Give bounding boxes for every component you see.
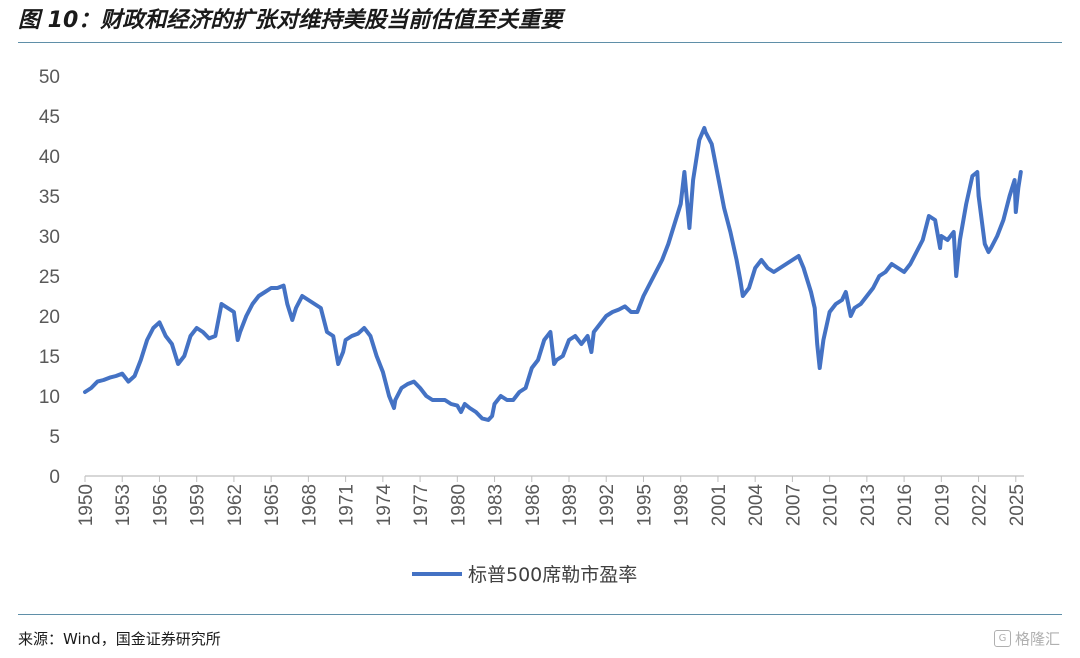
x-tick-label: 2019 <box>932 484 953 526</box>
x-tick-label: 2004 <box>746 484 767 527</box>
legend-label: 标普500席勒市盈率 <box>468 564 637 586</box>
y-tick-label: 20 <box>39 307 60 328</box>
watermark-icon: G <box>993 630 1011 647</box>
legend: 标普500席勒市盈率 <box>412 564 637 586</box>
watermark: G 格隆汇 <box>993 628 1060 649</box>
x-tick-label: 1953 <box>113 484 134 526</box>
x-tick-label: 2013 <box>858 484 879 526</box>
x-tick-label: 2016 <box>895 484 916 526</box>
x-tick-label: 1983 <box>486 484 507 526</box>
source-divider <box>18 614 1062 615</box>
x-tick-label: 2001 <box>709 484 730 526</box>
y-tick-label: 30 <box>39 227 60 248</box>
y-tick-label: 35 <box>39 187 60 208</box>
y-tick-label: 25 <box>39 267 60 288</box>
x-tick-label: 1971 <box>337 484 358 526</box>
x-tick-label: 1992 <box>597 484 618 526</box>
x-axis-ticks: 1950 1953 1956 1959 1962 1965 1968 1971 1974 1977… <box>76 476 1028 526</box>
y-tick-label: 5 <box>49 427 60 448</box>
x-tick-label: 2007 <box>783 484 804 526</box>
y-tick-label: 45 <box>39 107 60 128</box>
x-tick-label: 2025 <box>1007 484 1028 526</box>
x-tick-label: 2010 <box>821 484 842 526</box>
x-tick-label: 1950 <box>76 484 97 526</box>
x-tick-label: 1965 <box>262 484 283 526</box>
x-tick-label: 1977 <box>411 484 432 526</box>
x-tick-label: 1962 <box>225 484 246 526</box>
x-tick-label: 2022 <box>970 484 991 526</box>
title-divider <box>18 42 1062 43</box>
x-tick-label: 1968 <box>299 484 320 526</box>
x-tick-label: 1974 <box>374 484 395 527</box>
x-tick-label: 1989 <box>560 484 581 526</box>
x-tick-label: 1959 <box>188 484 209 526</box>
x-tick-label: 1980 <box>448 484 469 526</box>
x-tick-label: 1986 <box>523 484 544 526</box>
x-tick-label: 1956 <box>150 484 171 526</box>
watermark-text: 格隆汇 <box>1014 630 1060 648</box>
y-tick-label: 15 <box>39 347 60 368</box>
source-note: 来源：Wind，国金证券研究所 <box>18 630 221 648</box>
figure-title: 图 10：财政和经济的扩张对维持美股当前估值至关重要 <box>18 8 563 33</box>
x-tick-label: 1998 <box>672 484 693 526</box>
y-tick-label: 40 <box>39 147 60 168</box>
y-tick-label: 10 <box>39 387 60 408</box>
y-axis-ticks: 0 5 10 15 20 25 30 35 40 45 50 <box>39 67 60 488</box>
series-line-shiller-pe <box>83 126 1023 422</box>
y-tick-label: 50 <box>39 67 60 88</box>
x-tick-label: 1995 <box>634 484 655 526</box>
y-tick-label: 0 <box>49 467 60 488</box>
